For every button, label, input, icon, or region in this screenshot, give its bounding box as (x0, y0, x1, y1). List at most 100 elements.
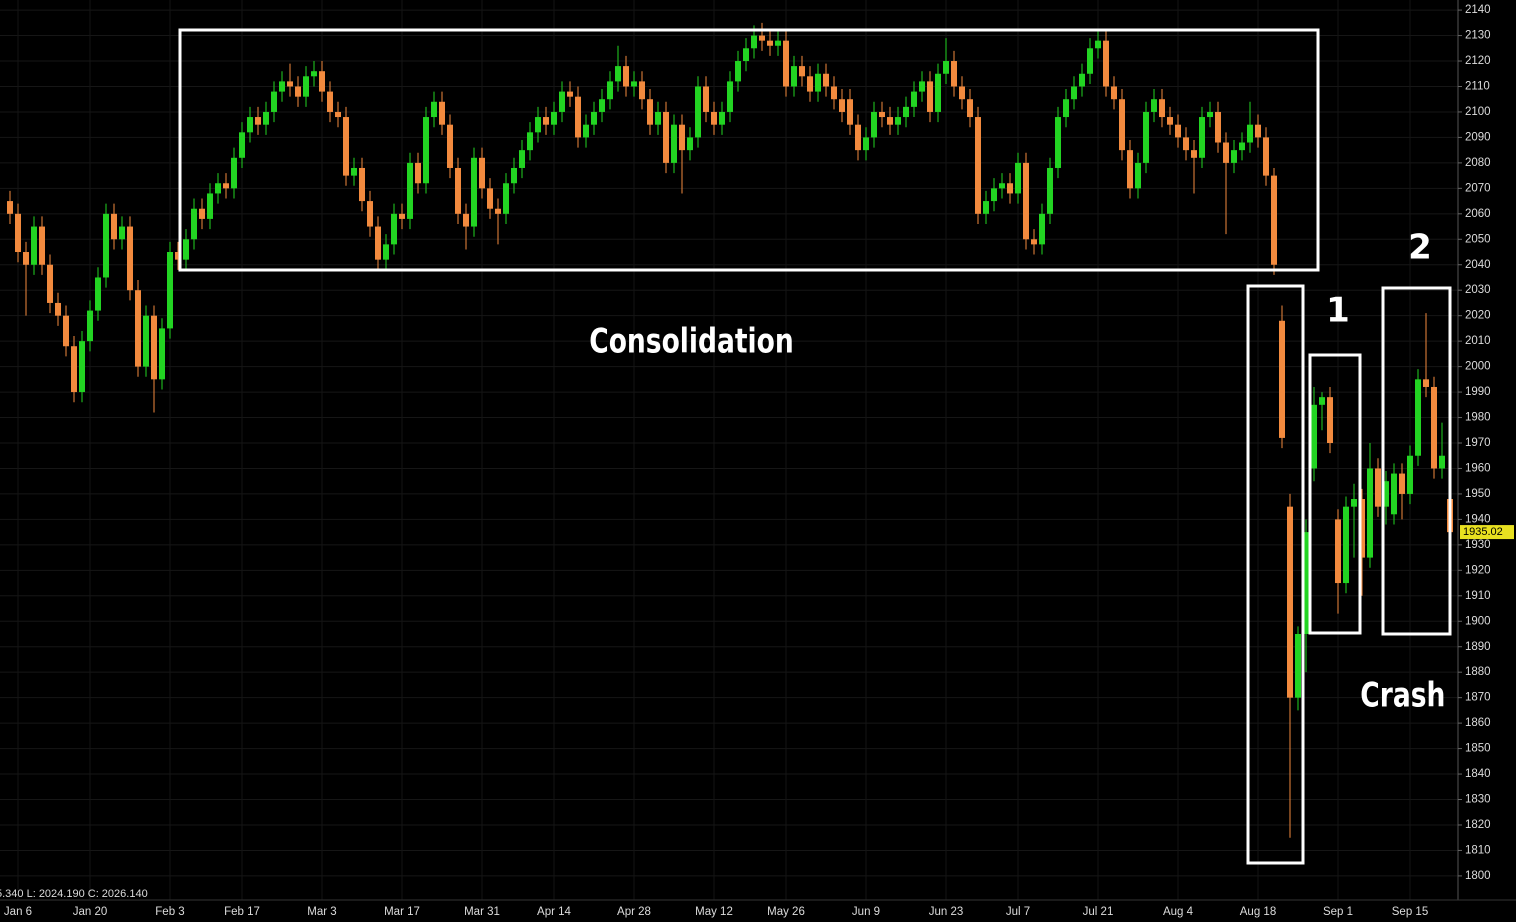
candle-body (39, 226, 45, 265)
candle-body (839, 99, 845, 112)
candle-body (7, 201, 13, 214)
candle-body (855, 124, 861, 151)
y-tick-label: 1840 (1465, 768, 1491, 780)
candle-body (903, 106, 909, 118)
candle-body (359, 167, 365, 202)
candle-body (511, 167, 517, 184)
candle-body (1159, 99, 1165, 118)
candle-body (79, 341, 85, 393)
y-tick-label: 1810 (1465, 844, 1491, 856)
candle-body (631, 81, 637, 87)
candle-body (583, 124, 589, 138)
candle-body (463, 213, 469, 227)
candle-body (1119, 99, 1125, 151)
y-tick-label: 1980 (1465, 412, 1491, 424)
candle-body (1191, 150, 1197, 158)
candle-body (1359, 499, 1365, 558)
candle-body (247, 117, 253, 133)
y-tick-label: 2140 (1465, 4, 1491, 16)
candle-body (487, 188, 493, 209)
candle-body (775, 40, 781, 46)
y-tick-label: 2030 (1465, 284, 1491, 296)
candle-body (1063, 99, 1069, 118)
y-tick-label: 1880 (1465, 666, 1491, 678)
candle-body (1279, 320, 1285, 438)
candle-body (303, 76, 309, 97)
last-price-box (1460, 525, 1514, 540)
x-tick-label: Jan 6 (4, 906, 32, 918)
candle-body (1375, 468, 1381, 507)
candle-body (471, 157, 477, 227)
x-tick-label: Jan 20 (73, 906, 108, 918)
y-tick-label: 2090 (1465, 131, 1491, 143)
candle-body (1423, 379, 1429, 387)
y-tick-label: 2120 (1465, 55, 1491, 67)
candle-body (1263, 137, 1269, 176)
candle-body (1079, 73, 1085, 87)
candle-body (1031, 239, 1037, 245)
y-tick-label: 2070 (1465, 182, 1491, 194)
candle-body (1439, 455, 1445, 469)
candle-body (863, 137, 869, 151)
candle-body (431, 101, 437, 118)
y-tick-label: 2130 (1465, 30, 1491, 42)
candle-body (551, 111, 557, 125)
last-price-label: 1935.02 (1463, 526, 1503, 538)
candle-body (1151, 99, 1157, 112)
candle-body (727, 81, 733, 112)
candle-body (495, 208, 501, 214)
candle-body (1319, 397, 1325, 405)
candle-body (111, 213, 117, 240)
candle-body (1311, 404, 1317, 469)
candle-body (807, 76, 813, 92)
x-tick-label: Jul 21 (1083, 906, 1114, 918)
candle-body (439, 101, 445, 125)
candle-body (1207, 111, 1213, 118)
candle-body (23, 252, 29, 265)
candle-body (543, 117, 549, 125)
y-tick-label: 1930 (1465, 539, 1491, 551)
candle-body (799, 66, 805, 77)
candle-body (1135, 162, 1141, 189)
candle-body (375, 226, 381, 260)
candle-body (1399, 473, 1405, 494)
candle-body (127, 226, 133, 291)
candle-body (823, 73, 829, 87)
y-tick-label: 2080 (1465, 157, 1491, 169)
candle-body (295, 86, 301, 97)
candle-body (935, 73, 941, 112)
x-tick-label: May 12 (695, 906, 733, 918)
candle-body (391, 213, 397, 245)
candles (7, 22, 1453, 838)
y-tick-label: 1900 (1465, 615, 1491, 627)
candle-body (1407, 455, 1413, 494)
candle-body (1215, 111, 1221, 143)
candle-body (87, 310, 93, 342)
candle-body (887, 117, 893, 125)
box-1 (1308, 353, 1362, 635)
candle-body (351, 167, 357, 176)
candle-body (791, 66, 797, 87)
y-tick-label: 1870 (1465, 692, 1491, 704)
candle-body (191, 208, 197, 240)
x-tick-label: Aug 4 (1163, 906, 1194, 918)
candle-body (1167, 117, 1173, 125)
candle-body (1039, 213, 1045, 245)
candle-body (671, 124, 677, 163)
candle-body (399, 213, 405, 219)
candle-body (383, 244, 389, 260)
candle-body (15, 213, 21, 253)
candle-body (975, 117, 981, 214)
candle-body (1367, 468, 1373, 558)
candle-body (1055, 117, 1061, 168)
candle-body (239, 132, 245, 158)
candle-body (1255, 124, 1261, 138)
candle-body (207, 193, 213, 219)
y-tick-label: 1940 (1465, 513, 1491, 525)
candle-body (279, 81, 285, 92)
candle-body (1127, 150, 1133, 189)
consolidation-box (178, 28, 1320, 272)
box-2 (1381, 286, 1452, 636)
candle-body (607, 81, 613, 100)
